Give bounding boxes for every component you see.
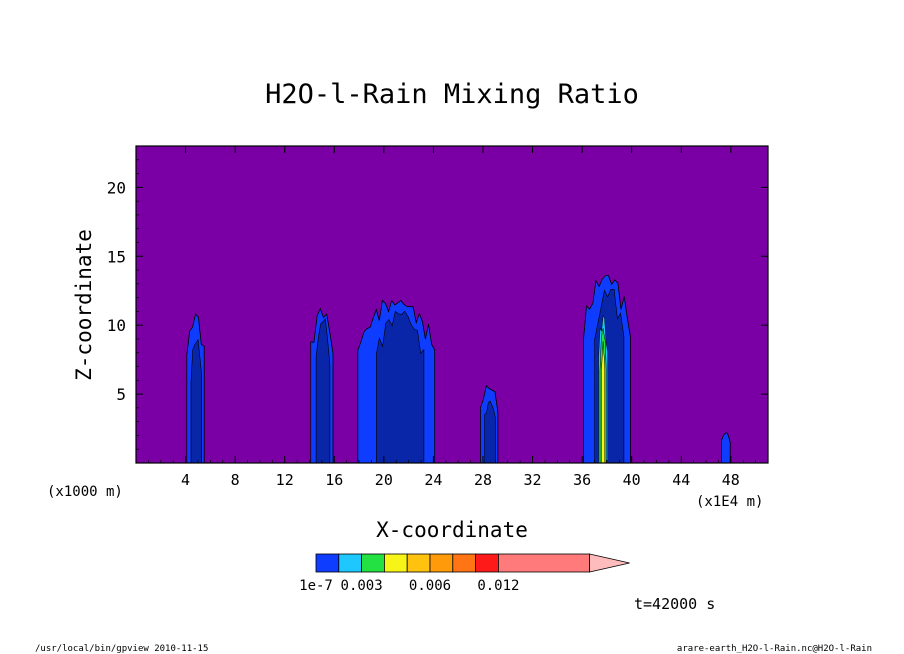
colorbar-swatch (475, 553, 499, 573)
x-unit-left-label: (x1000 m) (47, 484, 123, 500)
colorbar-tick-label: 0.012 (477, 578, 519, 594)
cell-inner-contour (484, 400, 496, 464)
colorbar-swatch (497, 553, 590, 573)
colorbar-swatch (338, 553, 362, 573)
cell-core-contour-level5 (601, 341, 606, 464)
colorbar-swatches (315, 553, 630, 573)
footer-left-text: /usr/local/bin/gpview 2010-11-15 (35, 644, 208, 654)
precipitation-cells (186, 275, 731, 464)
y-tick-label: 15 (107, 247, 126, 266)
colorbar-tick-label: 1e-7 (299, 578, 333, 594)
x-tick-label: 32 (524, 471, 542, 489)
colorbar-swatch (361, 553, 385, 573)
colorbar-extend-arrow (589, 553, 630, 573)
colorbar-labels: 1e-7 0.003 0.006 0.012 (299, 578, 519, 594)
x-axis-ticks: 4 8 12 16 20 24 28 32 36 40 44 48 (148, 146, 756, 489)
x-tick-label: 16 (325, 471, 343, 489)
chart-title: H2O-l-Rain Mixing Ratio (265, 79, 639, 110)
x-tick-label: 28 (474, 471, 492, 489)
precip-cell (480, 385, 499, 464)
precip-cell (721, 432, 731, 464)
x-tick-label: 44 (672, 471, 690, 489)
colorbar-tick-label: 0.006 (409, 578, 451, 594)
x-tick-label: 4 (181, 471, 190, 489)
cell-inner-contour (376, 310, 425, 464)
x-tick-label: 40 (623, 471, 641, 489)
plot-frame (135, 145, 769, 464)
x-tick-label: 12 (276, 471, 294, 489)
cell-inner-contour (190, 338, 202, 464)
precip-cell (583, 275, 631, 464)
colorbar-swatch (452, 553, 476, 573)
y-tick-label: 10 (107, 316, 126, 335)
x-tick-label: 36 (573, 471, 591, 489)
x-tick-label: 24 (424, 471, 442, 489)
precip-cell (186, 313, 205, 464)
x-tick-label: 8 (231, 471, 240, 489)
colorbar-swatch (383, 553, 408, 573)
footer-right-text: arare-earth_H2O-l-Rain.nc@H2O-l-Rain (677, 644, 872, 654)
y-tick-label: 5 (116, 385, 126, 404)
y-tick-label: 20 (107, 178, 126, 197)
plot-background (136, 146, 768, 463)
x-axis-label: X-coordinate (376, 518, 528, 542)
x-tick-label: 48 (722, 471, 740, 489)
colorbar: 1e-7 0.003 0.006 0.012 (299, 553, 630, 594)
time-label: t=42000 s (634, 595, 715, 613)
precip-cell (310, 307, 334, 464)
cell-outer-contour (721, 432, 731, 464)
colorbar-swatch (315, 553, 340, 573)
cell-inner-contour (315, 317, 331, 464)
x-tick-label: 20 (375, 471, 393, 489)
y-axis-ticks: 5 10 15 20 (107, 159, 768, 450)
colorbar-swatch (429, 553, 454, 573)
colorbar-tick-label: 0.003 (341, 578, 383, 594)
colorbar-swatch (406, 553, 431, 573)
precip-cell (357, 299, 436, 464)
x-unit-right-label: (x1E4 m) (696, 494, 763, 510)
y-axis-label: Z-coordinate (72, 229, 96, 381)
